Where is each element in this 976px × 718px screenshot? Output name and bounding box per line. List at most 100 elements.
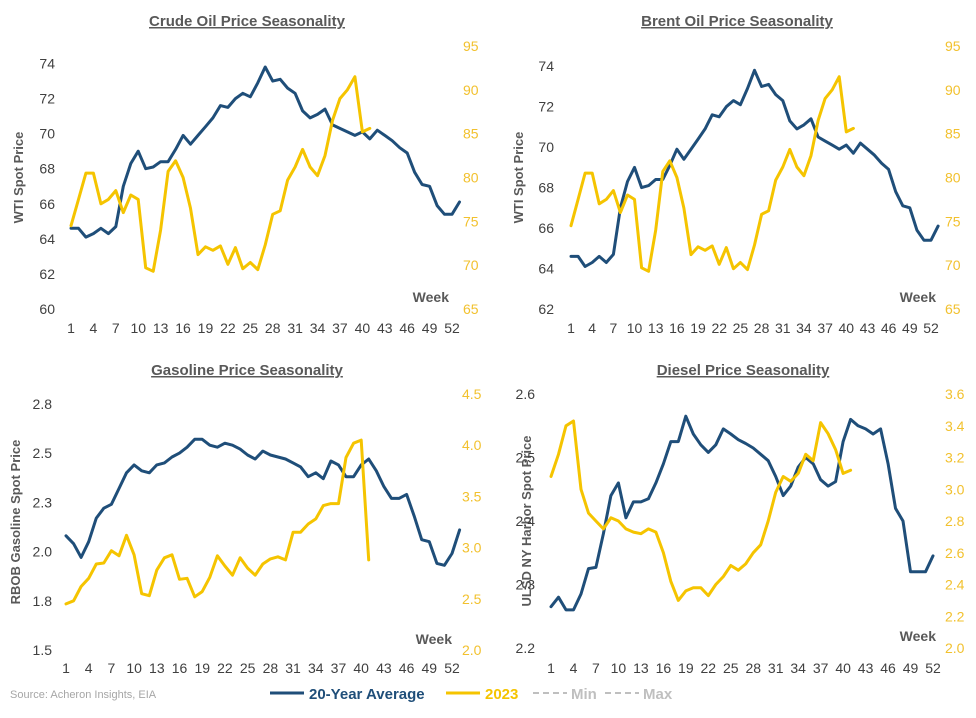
diesel-chart: Diesel Price Seasonality ULSD NY Harbor S… (516, 362, 965, 676)
diesel-x-tick-label: 28 (745, 660, 761, 676)
brent-x-axis-label: Week (900, 289, 937, 305)
legend-item-min: Min (533, 686, 597, 703)
gasoline-series-2023 (64, 438, 371, 606)
crude-y2-tick-label: 95 (463, 38, 479, 54)
brent-y-tick-label: 64 (538, 261, 554, 277)
crude-x-tick-label: 31 (287, 320, 303, 336)
diesel-x-tick-label: 52 (925, 660, 941, 676)
brent-x-tick-label: 16 (669, 320, 685, 336)
diesel-y2-tick-label: 3.0 (945, 481, 965, 497)
gasoline-y2-tick-label: 3.0 (462, 540, 482, 556)
gasoline-x-tick-label: 16 (172, 660, 188, 676)
brent-x-tick-label: 34 (796, 320, 812, 336)
brent-x-tick-label: 43 (860, 320, 876, 336)
diesel-x-tick-label: 16 (656, 660, 672, 676)
crude-y-tick-label: 74 (39, 56, 55, 72)
crude-x-tick-label: 13 (153, 320, 169, 336)
source-note: Source: Acheron Insights, EIA (10, 689, 157, 701)
crude-y-tick-label: 70 (39, 126, 55, 142)
brent-x-tick-label: 22 (711, 320, 727, 336)
diesel-y-axis-label: ULSD NY Harbor Spot Price (519, 436, 534, 607)
diesel-y2-tick-label: 3.4 (945, 418, 965, 434)
diesel-x-tick-label: 40 (835, 660, 851, 676)
gasoline-y-tick-label: 1.5 (33, 642, 53, 658)
brent-y-tick-label: 66 (538, 220, 554, 236)
brent-y2-tick-label: 70 (945, 257, 961, 273)
brent-x-tick-label: 10 (627, 320, 643, 336)
crude-y2-tick-label: 70 (463, 257, 479, 273)
crude-y-tick-label: 64 (39, 231, 55, 247)
crude-y2-tick-label: 85 (463, 126, 479, 142)
diesel-y2-tick-label: 3.2 (945, 450, 965, 466)
diesel-x-tick-label: 10 (611, 660, 627, 676)
gasoline-y-tick-label: 1.8 (33, 593, 53, 609)
gasoline-series-20yr-average (64, 437, 462, 567)
diesel-y-tick-label: 2.4 (516, 513, 536, 529)
crude-x-tick-label: 34 (310, 320, 326, 336)
diesel-x-tick-label: 49 (903, 660, 919, 676)
diesel-series-2023 (549, 419, 853, 602)
brent-y2-tick-label: 75 (945, 213, 961, 229)
gasoline-y-axis-label: RBOB Gasoline Spot Price (8, 440, 23, 605)
brent-x-tick-label: 40 (839, 320, 855, 336)
diesel-y2-tick-label: 2.0 (945, 640, 965, 656)
brent-y-tick-label: 74 (538, 58, 554, 74)
gasoline-y2-tick-label: 2.5 (462, 591, 482, 607)
gasoline-x-tick-label: 40 (353, 660, 369, 676)
crude-y2-tick-label: 90 (463, 82, 479, 98)
brent-x-tick-label: 7 (609, 320, 617, 336)
crude-y-tick-label: 62 (39, 266, 55, 282)
crude-x-tick-label: 25 (243, 320, 259, 336)
legend-item-2023: 2023 (446, 686, 518, 703)
gasoline-x-tick-label: 7 (108, 660, 116, 676)
diesel-x-tick-label: 19 (678, 660, 694, 676)
gasoline-x-tick-label: 28 (263, 660, 279, 676)
crude-y-tick-label: 66 (39, 196, 55, 212)
diesel-y-tick-label: 2.3 (516, 577, 536, 593)
crude-y-tick-label: 72 (39, 91, 55, 107)
crude-x-tick-label: 28 (265, 320, 281, 336)
gasoline-x-tick-label: 46 (399, 660, 415, 676)
crude-oil-chart: Crude Oil Price Seasonality WTI Spot Pric… (11, 13, 479, 336)
brent-x-tick-label: 4 (588, 320, 596, 336)
diesel-y-tick-label: 2.5 (516, 450, 536, 466)
crude-x-tick-label: 37 (332, 320, 348, 336)
crude-x-tick-label: 49 (422, 320, 438, 336)
diesel-x-tick-label: 22 (701, 660, 717, 676)
gasoline-chart-title: Gasoline Price Seasonality (151, 362, 343, 379)
brent-x-tick-label: 46 (881, 320, 897, 336)
crude-x-tick-label: 7 (112, 320, 120, 336)
crude-y2-tick-label: 65 (463, 301, 479, 317)
brent-x-tick-label: 19 (690, 320, 706, 336)
brent-y-tick-label: 70 (538, 139, 554, 155)
gasoline-x-tick-label: 52 (444, 660, 460, 676)
brent-x-tick-label: 37 (817, 320, 833, 336)
diesel-chart-title: Diesel Price Seasonality (657, 362, 830, 379)
crude-y-tick-label: 68 (39, 161, 55, 177)
gasoline-y-tick-label: 2.3 (33, 494, 53, 510)
crude-x-axis-label: Week (413, 289, 450, 305)
crude-x-tick-label: 1 (67, 320, 75, 336)
diesel-x-tick-label: 37 (813, 660, 829, 676)
crude-series-20yr-average (69, 65, 461, 239)
gasoline-x-tick-label: 49 (422, 660, 438, 676)
crude-series-2023 (69, 75, 372, 273)
brent-series-20yr-average (569, 68, 940, 268)
legend-label-min: Min (571, 686, 597, 703)
crude-x-tick-label: 22 (220, 320, 236, 336)
diesel-y2-tick-label: 2.8 (945, 513, 965, 529)
diesel-y2-tick-label: 2.6 (945, 545, 965, 561)
diesel-y-tick-label: 2.2 (516, 640, 536, 656)
diesel-y2-tick-label: 3.6 (945, 386, 965, 402)
brent-x-tick-label: 1 (567, 320, 575, 336)
crude-chart-title: Crude Oil Price Seasonality (149, 13, 346, 30)
gasoline-x-tick-label: 13 (149, 660, 165, 676)
brent-x-tick-label: 49 (902, 320, 918, 336)
brent-x-tick-label: 52 (923, 320, 939, 336)
gasoline-y-tick-label: 2.0 (33, 544, 53, 560)
crude-x-tick-label: 19 (198, 320, 214, 336)
diesel-y2-tick-label: 2.4 (945, 577, 965, 593)
diesel-y2-tick-label: 2.2 (945, 608, 965, 624)
diesel-x-tick-label: 13 (633, 660, 649, 676)
gasoline-y-tick-label: 2.8 (33, 396, 53, 412)
